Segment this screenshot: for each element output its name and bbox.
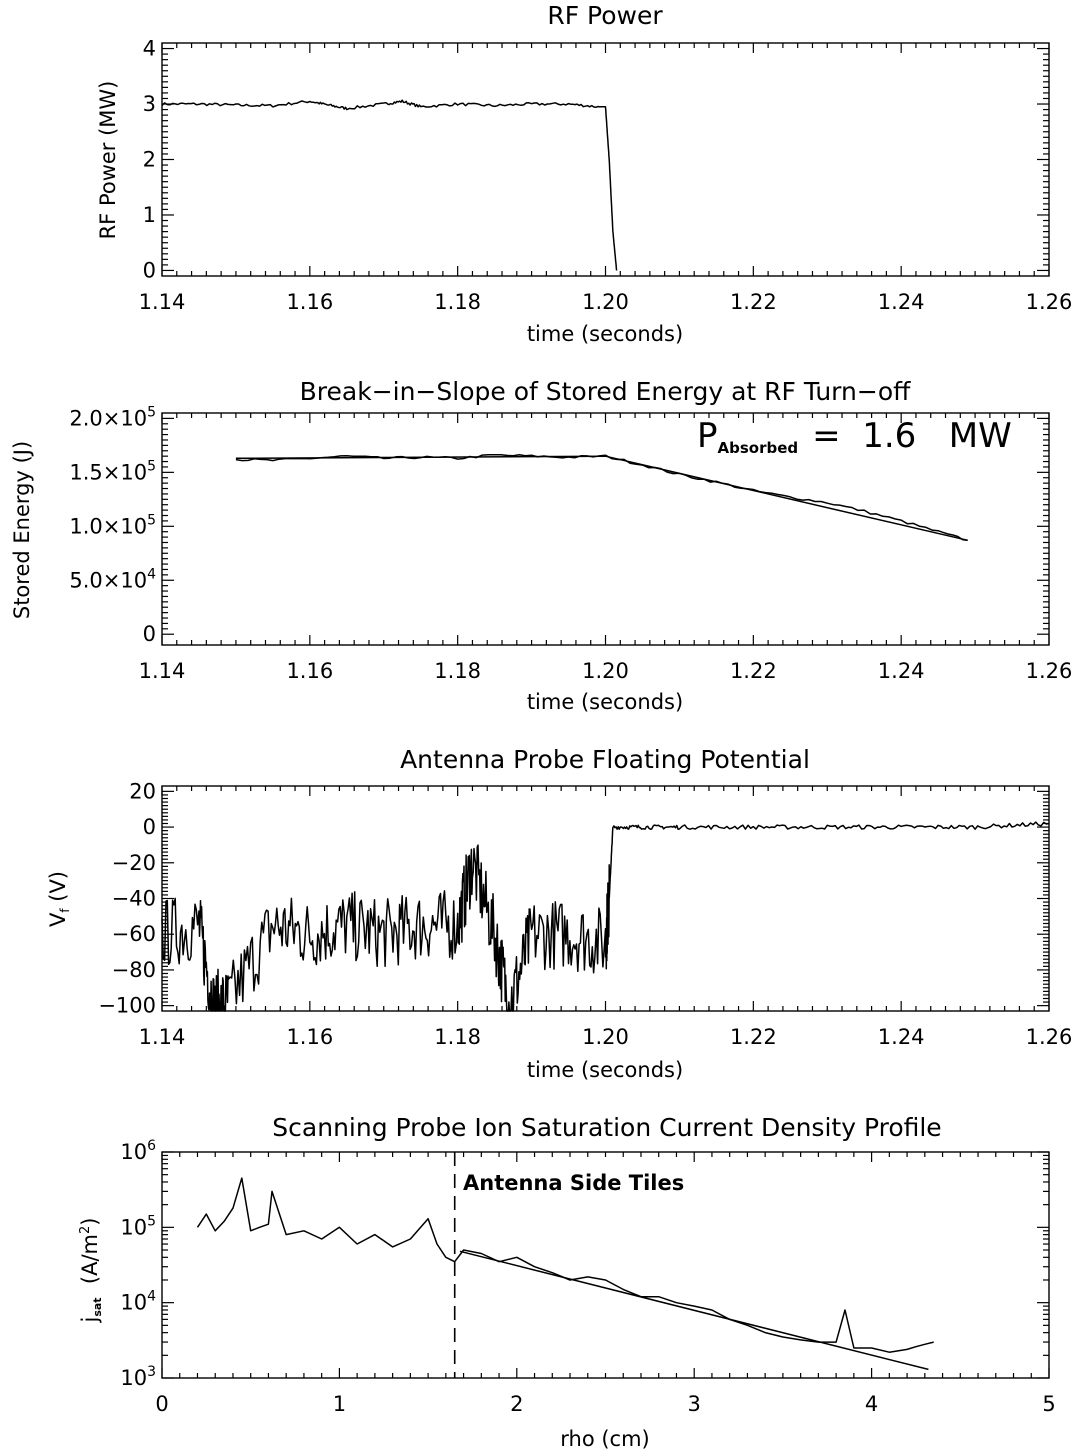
y-tick-label: 106 [120, 1138, 156, 1164]
y-tick-label: 1 [143, 203, 156, 227]
x-tick-label: 1.24 [878, 1025, 925, 1049]
x-tick-label: 1.14 [139, 290, 186, 314]
x-tick-label: 1.14 [139, 1025, 186, 1049]
panel-title: Scanning Probe Ion Saturation Current De… [272, 1113, 941, 1142]
y-tick-label: −40 [112, 887, 156, 911]
x-tick-label: 1.20 [582, 1025, 629, 1049]
x-tick-label: 1 [333, 1392, 346, 1416]
y-tick-label: 2.0×105 [69, 404, 156, 430]
data-series-line [196, 1177, 934, 1353]
panel-rf-power: RF Power 1.14 1.16 1.18 1.20 1.22 1.24 1.26 0 1 2… [96, 1, 1072, 346]
y-tick-label: 0 [143, 258, 156, 282]
x-tick-label: 1.18 [434, 290, 481, 314]
x-axis-label: time (seconds) [527, 690, 683, 714]
x-tick-label: 1.24 [878, 659, 925, 683]
panel-floating-potential: Antenna Probe Floating Potential 1.14 1.1… [46, 745, 1072, 1082]
x-tick-label: 2 [510, 1392, 523, 1416]
x-tick-label: 1.26 [1026, 1025, 1073, 1049]
y-tick-label: 104 [120, 1289, 156, 1315]
y-tick-label: 20 [129, 779, 156, 803]
y-axis-label: RF Power (MW) [96, 81, 120, 240]
x-tick-label: 1.22 [730, 659, 777, 683]
x-tick-label: 1.22 [730, 1025, 777, 1049]
plot-frame [161, 785, 1050, 1012]
y-tick-label: 2 [143, 148, 156, 172]
x-tick-label: 1.18 [434, 1025, 481, 1049]
y-tick-label: 5.0×104 [69, 566, 156, 592]
y-tick-label: −60 [112, 922, 156, 946]
y-tick-label: 103 [120, 1364, 156, 1390]
x-tick-label: 1.20 [582, 659, 629, 683]
fit-line [459, 1250, 929, 1371]
axis-ticks: 1.14 1.16 1.18 1.20 1.22 1.24 1.26 −100 −80 −60 −4… [98, 779, 1072, 1049]
x-tick-label: 1.16 [286, 659, 333, 683]
axis-ticks: 0 1 2 3 4 5 103 104 105 106 [120, 1138, 1055, 1416]
data-lines [235, 453, 968, 542]
data-series-line [161, 99, 618, 271]
x-tick-label: 1.16 [286, 1025, 333, 1049]
y-tick-label: 105 [120, 1213, 156, 1239]
x-tick-label: 5 [1042, 1392, 1055, 1416]
x-tick-label: 1.24 [878, 290, 925, 314]
y-tick-label: 1.5×105 [69, 458, 156, 484]
y-axis-label: Stored Energy (J) [10, 441, 34, 619]
y-tick-label: 3 [143, 92, 156, 116]
x-axis-label: time (seconds) [527, 322, 683, 346]
y-tick-label: 0 [143, 622, 156, 646]
x-tick-label: 1.20 [582, 290, 629, 314]
x-tick-label: 1.16 [286, 290, 333, 314]
x-tick-label: 3 [688, 1392, 701, 1416]
y-tick-label: 4 [143, 37, 156, 61]
panel-title: Break−in−Slope of Stored Energy at RF Tu… [300, 377, 911, 406]
x-axis-label: time (seconds) [527, 1058, 683, 1082]
x-tick-label: 1.22 [730, 290, 777, 314]
x-tick-label: 1.26 [1026, 659, 1073, 683]
panel-title: RF Power [547, 1, 663, 30]
fit-line [235, 455, 968, 542]
data-lines [196, 1152, 934, 1378]
data-lines [161, 821, 1050, 1012]
x-tick-label: 1.26 [1026, 290, 1073, 314]
panel-stored-energy: Break−in−Slope of Stored Energy at RF Tu… [10, 377, 1072, 714]
x-axis-label: rho (cm) [560, 1427, 650, 1451]
y-axis-label: jsat (A/m2) [78, 1217, 104, 1323]
plot-frame [161, 42, 1050, 277]
y-tick-label: 0 [143, 815, 156, 839]
panel-title: Antenna Probe Floating Potential [400, 745, 810, 774]
data-series-line [161, 821, 1050, 1012]
x-tick-label: 1.18 [434, 659, 481, 683]
absorbed-power-annotation: PAbsorbed = 1.6 MW [697, 416, 1012, 457]
y-tick-label: −80 [112, 958, 156, 982]
y-tick-label: 1.0×105 [69, 512, 156, 538]
y-axis-label: Vf (V) [46, 871, 72, 927]
panel-ion-saturation: Scanning Probe Ion Saturation Current De… [78, 1113, 1056, 1451]
x-tick-label: 0 [155, 1392, 168, 1416]
x-tick-label: 4 [865, 1392, 878, 1416]
axis-ticks: 1.14 1.16 1.18 1.20 1.22 1.24 1.26 0 1 2 3 4 [139, 37, 1073, 314]
data-series-line [235, 453, 968, 542]
y-tick-label: −20 [112, 851, 156, 875]
x-tick-label: 1.14 [139, 659, 186, 683]
axis-ticks: 1.14 1.16 1.18 1.20 1.22 1.24 1.26 0 5.0×104 1.0×… [69, 404, 1072, 683]
y-tick-label: −100 [98, 994, 156, 1018]
data-lines [161, 99, 618, 271]
vline-label: Antenna Side Tiles [463, 1171, 684, 1195]
